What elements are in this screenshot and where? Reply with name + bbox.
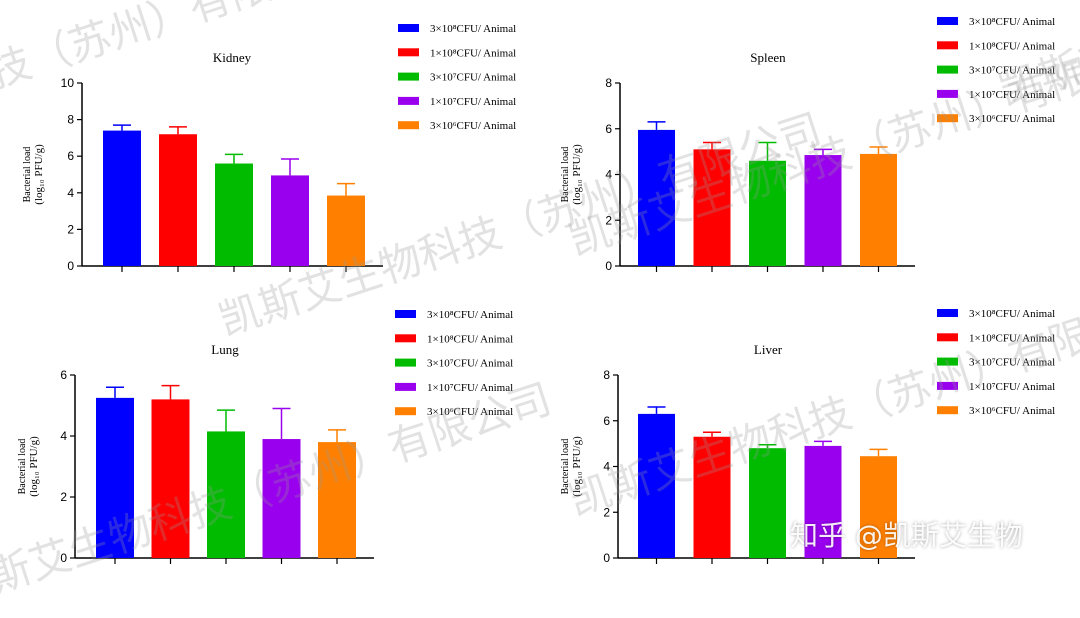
y-axis-label: Bacterial load xyxy=(560,147,571,203)
bar xyxy=(207,431,245,558)
legend-label: 3×10⁷CFU/ Animal xyxy=(430,72,516,84)
legend-label: 3×10⁶CFU/ Animal xyxy=(427,406,513,418)
legend-label: 3×10⁸CFU/ Animal xyxy=(969,308,1055,320)
y-tick-label: 6 xyxy=(603,414,610,428)
y-axis-label: Bacterial load xyxy=(17,439,28,495)
legend-label: 3×10⁷CFU/ Animal xyxy=(427,358,513,370)
legend-swatch xyxy=(937,406,958,415)
legend-label: 3×10⁶CFU/ Animal xyxy=(969,113,1055,125)
y-tick-label: 2 xyxy=(605,213,612,227)
legend-label: 1×10⁸CFU/ Animal xyxy=(969,332,1055,344)
y-tick-label: 0 xyxy=(60,551,67,565)
bar xyxy=(804,445,842,558)
legend-label: 3×10⁸CFU/ Animal xyxy=(427,309,513,321)
legend-swatch xyxy=(398,24,419,32)
legend-label: 3×10⁸CFU/ Animal xyxy=(969,16,1055,28)
legend-label: 3×10⁸CFU/ Animal xyxy=(430,23,516,35)
bar xyxy=(860,153,897,266)
legend-label: 1×10⁸CFU/ Animal xyxy=(430,47,516,59)
bar xyxy=(318,442,356,558)
bar xyxy=(159,134,197,266)
bar xyxy=(749,448,786,558)
y-tick-label: 6 xyxy=(605,122,612,136)
legend-swatch xyxy=(398,96,419,105)
legend-label: 1×10⁸CFU/ Animal xyxy=(969,40,1055,52)
y-axis-label: (log₁₀ PFU/g) xyxy=(571,144,583,205)
legend-swatch xyxy=(395,310,416,318)
bar xyxy=(860,456,897,558)
legend-swatch xyxy=(937,65,958,74)
legend-swatch xyxy=(937,333,958,342)
y-tick-label: 2 xyxy=(603,505,610,519)
y-tick-label: 0 xyxy=(67,259,74,273)
legend-label: 3×10⁶CFU/ Animal xyxy=(969,405,1055,417)
legend-label: 1×10⁷CFU/ Animal xyxy=(430,96,516,108)
y-tick-label: 4 xyxy=(67,186,74,200)
y-axis-label: (log₁₀ PFU/g) xyxy=(33,144,45,205)
bar xyxy=(103,130,141,266)
chart-spleen: Spleen Bacterial load (log₁₀ PFU/g) 0 2 4 6 8 3×… xyxy=(560,16,1055,273)
bar xyxy=(271,175,309,266)
chart-title: Liver xyxy=(754,342,783,357)
y-tick-label: 6 xyxy=(60,368,67,382)
legend-swatch xyxy=(398,72,419,81)
legend-swatch xyxy=(937,89,958,98)
legend-swatch xyxy=(395,334,416,343)
legend-swatch xyxy=(398,48,419,57)
bar xyxy=(693,436,731,558)
bar xyxy=(215,163,253,266)
bar xyxy=(693,149,731,266)
y-tick-label: 0 xyxy=(603,551,610,565)
y-tick-label: 4 xyxy=(603,460,610,474)
bar xyxy=(262,439,301,558)
chart-kidney: Kidney Bacterial load (log₁₀ PFU/g) 0 2 4 6 8 10… xyxy=(22,23,516,273)
legend-swatch xyxy=(937,41,958,50)
bar xyxy=(749,160,786,266)
y-tick-label: 6 xyxy=(67,149,74,163)
y-axis-label: Bacterial load xyxy=(560,439,571,495)
bar xyxy=(151,399,190,558)
y-axis-label: Bacterial load xyxy=(22,147,33,203)
legend-swatch xyxy=(937,357,958,366)
y-tick-label: 4 xyxy=(605,168,612,182)
chart-title: Kidney xyxy=(213,50,252,65)
bar xyxy=(638,129,675,266)
legend-swatch xyxy=(395,358,416,367)
chart-title: Spleen xyxy=(750,50,786,65)
y-tick-label: 2 xyxy=(67,222,74,236)
legend-label: 3×10⁷CFU/ Animal xyxy=(969,65,1055,77)
y-tick-label: 2 xyxy=(60,490,67,504)
y-tick-label: 10 xyxy=(61,76,75,90)
y-tick-label: 8 xyxy=(603,368,610,382)
y-tick-label: 8 xyxy=(605,76,612,90)
y-tick-label: 8 xyxy=(67,113,74,127)
legend-swatch xyxy=(395,382,416,391)
legend-label: 1×10⁸CFU/ Animal xyxy=(427,333,513,345)
legend-swatch xyxy=(395,407,416,416)
legend-label: 1×10⁷CFU/ Animal xyxy=(969,381,1055,393)
bar xyxy=(804,155,842,266)
legend-swatch xyxy=(937,381,958,390)
legend-swatch xyxy=(937,17,958,25)
legend-label: 3×10⁷CFU/ Animal xyxy=(969,357,1055,369)
bar xyxy=(96,397,134,558)
legend-label: 3×10⁶CFU/ Animal xyxy=(430,120,516,132)
chart-lung: Lung Bacterial load (log₁₀ PFU/g) 0 2 4 6 3×10⁸… xyxy=(17,309,513,565)
bar xyxy=(327,195,365,266)
legend-label: 1×10⁷CFU/ Animal xyxy=(427,382,513,394)
bar xyxy=(638,413,675,558)
chart-title: Lung xyxy=(211,342,239,357)
y-axis-label: (log₁₀ PFU/g) xyxy=(28,436,40,497)
legend-swatch xyxy=(937,114,958,123)
legend-label: 1×10⁷CFU/ Animal xyxy=(969,89,1055,101)
y-tick-label: 0 xyxy=(605,259,612,273)
legend-swatch xyxy=(398,121,419,130)
chart-liver: Liver Bacterial load (log₁₀ PFU/g) 0 2 4 6 8 3×1… xyxy=(560,308,1055,565)
y-tick-label: 4 xyxy=(60,429,67,443)
y-axis-label: (log₁₀ PFU/g) xyxy=(571,436,583,497)
legend-swatch xyxy=(937,309,958,317)
